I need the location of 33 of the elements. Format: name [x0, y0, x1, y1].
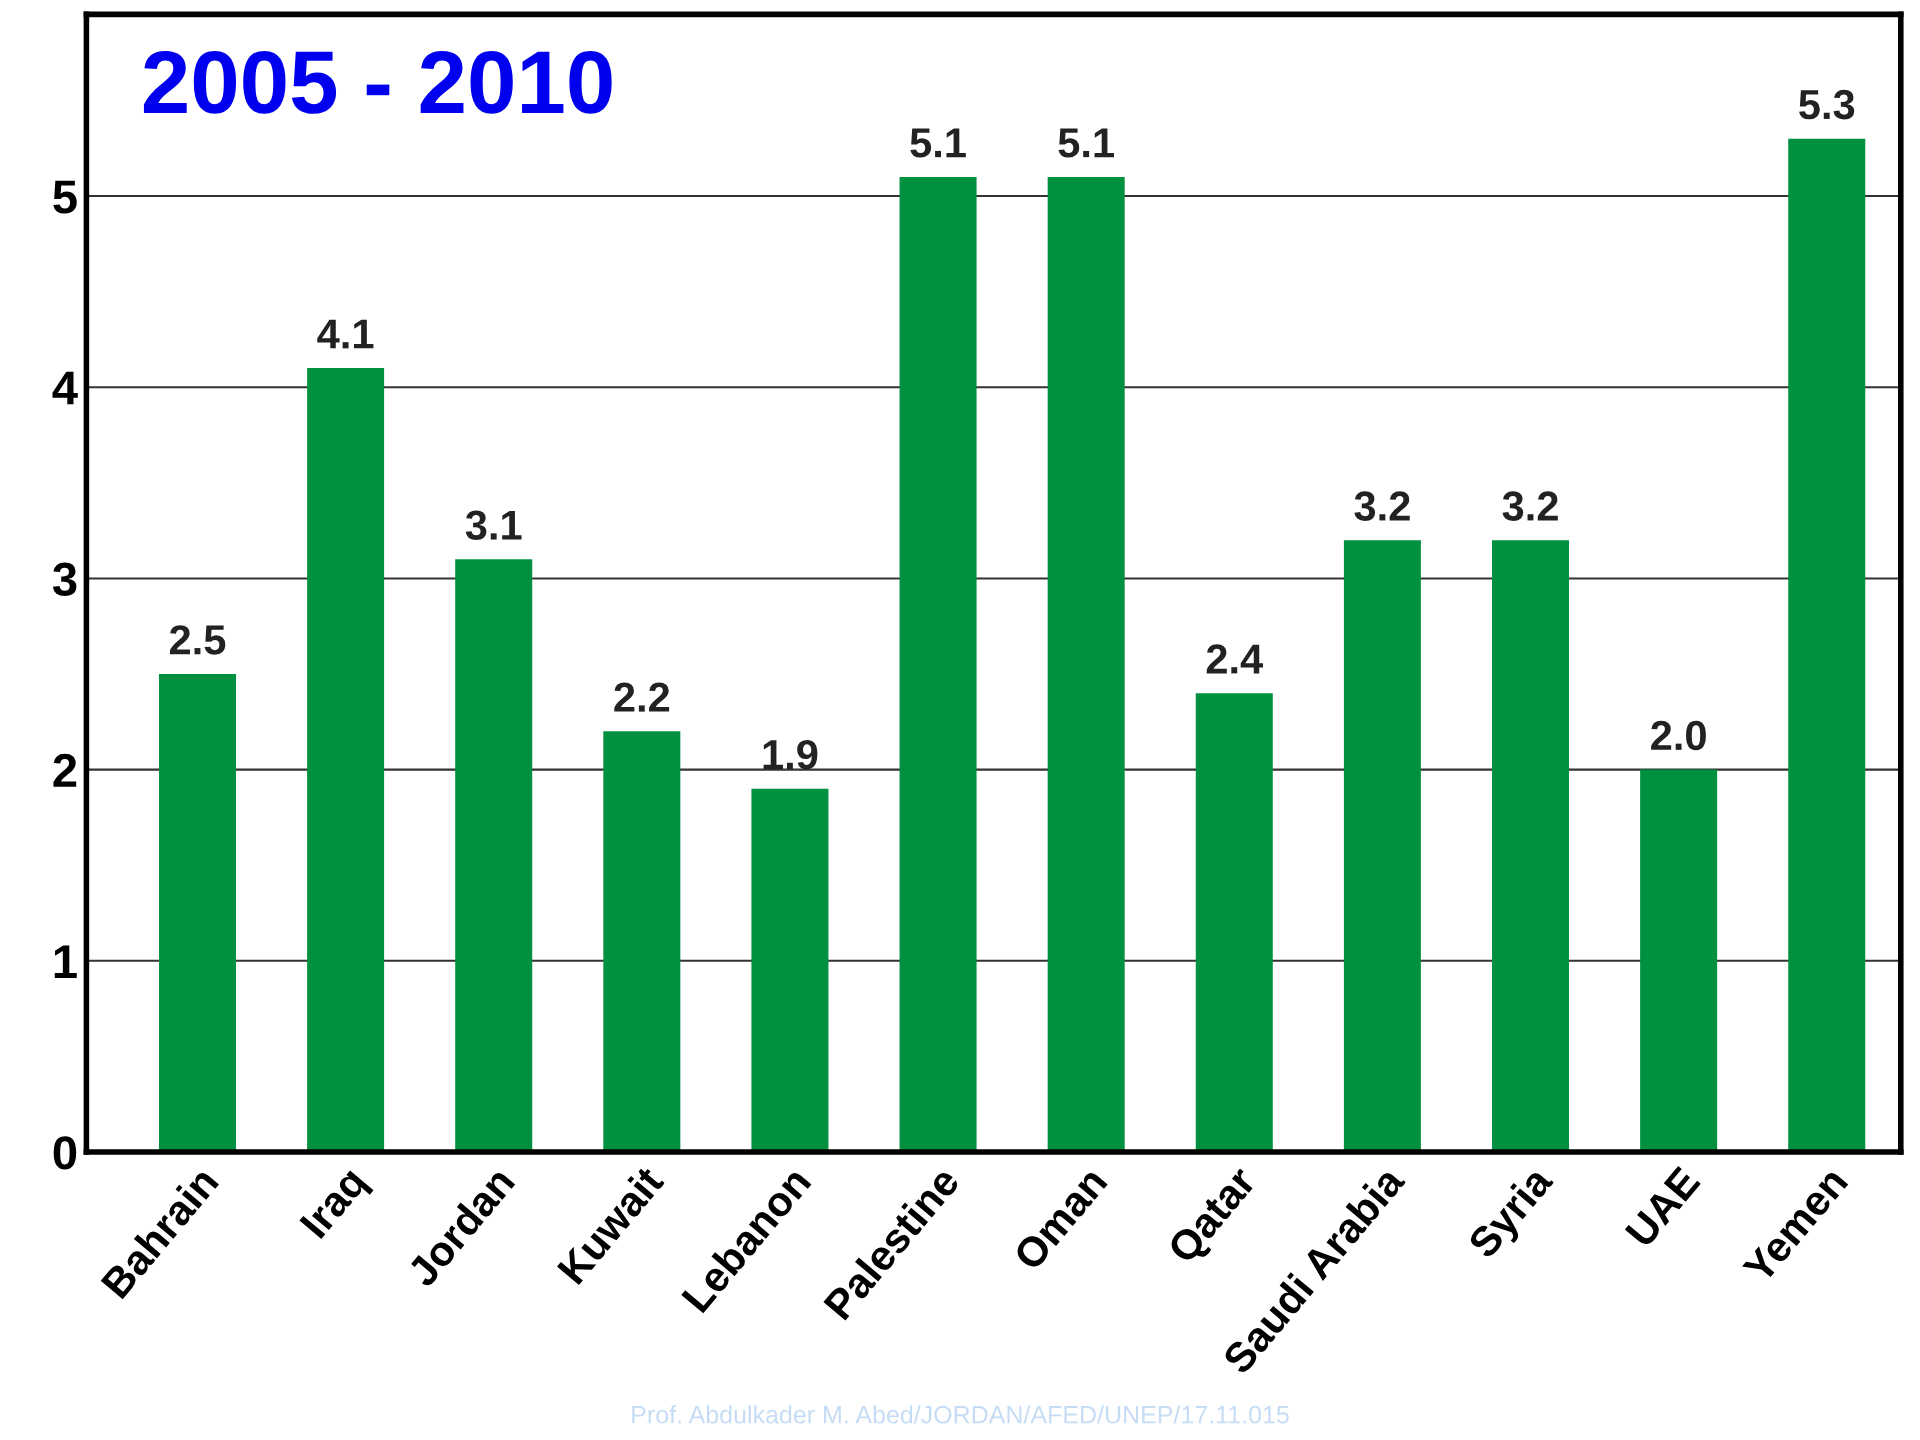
data-label: 1.9	[763, 739, 818, 770]
data-label: 5.3	[1799, 89, 1855, 120]
data-label: 2.2	[614, 682, 670, 712]
data-label: 3.2	[1502, 491, 1558, 521]
bar	[899, 176, 977, 1152]
data-label: 3.1	[465, 510, 522, 541]
data-label: 5.1	[910, 128, 966, 158]
y-tick-label: 0	[53, 1136, 77, 1170]
bar	[455, 559, 533, 1152]
bar	[603, 731, 681, 1152]
x-tick-label: Iraq	[299, 1166, 374, 1245]
bar	[1047, 176, 1125, 1152]
y-tick-label: 2	[53, 753, 77, 787]
bar	[1343, 540, 1421, 1152]
data-label: 2.5	[169, 625, 226, 655]
bar	[1492, 540, 1570, 1152]
y-tick-label: 4	[52, 371, 78, 405]
y-tick-label: 3	[52, 562, 77, 597]
bar	[1195, 693, 1273, 1152]
y-tick-label: 1	[54, 945, 77, 978]
bar	[751, 788, 829, 1152]
text: Prof. Abdulkader M. Abed/JORDAN/AFED/UNEP/17.11.015	[632, 1405, 1289, 1424]
data-label: 5.1	[1058, 128, 1114, 158]
data-label: 2.0	[1651, 720, 1706, 751]
bar	[1640, 769, 1718, 1152]
data-label: 4.1	[317, 319, 374, 349]
bar	[1788, 138, 1866, 1152]
y-tick-label: 5	[53, 180, 77, 214]
bar	[307, 368, 385, 1152]
chart-title: 2005 - 2010	[143, 50, 612, 114]
data-label: 3.2	[1354, 491, 1410, 521]
data-label: 2.4	[1206, 644, 1264, 674]
bar	[158, 674, 236, 1152]
